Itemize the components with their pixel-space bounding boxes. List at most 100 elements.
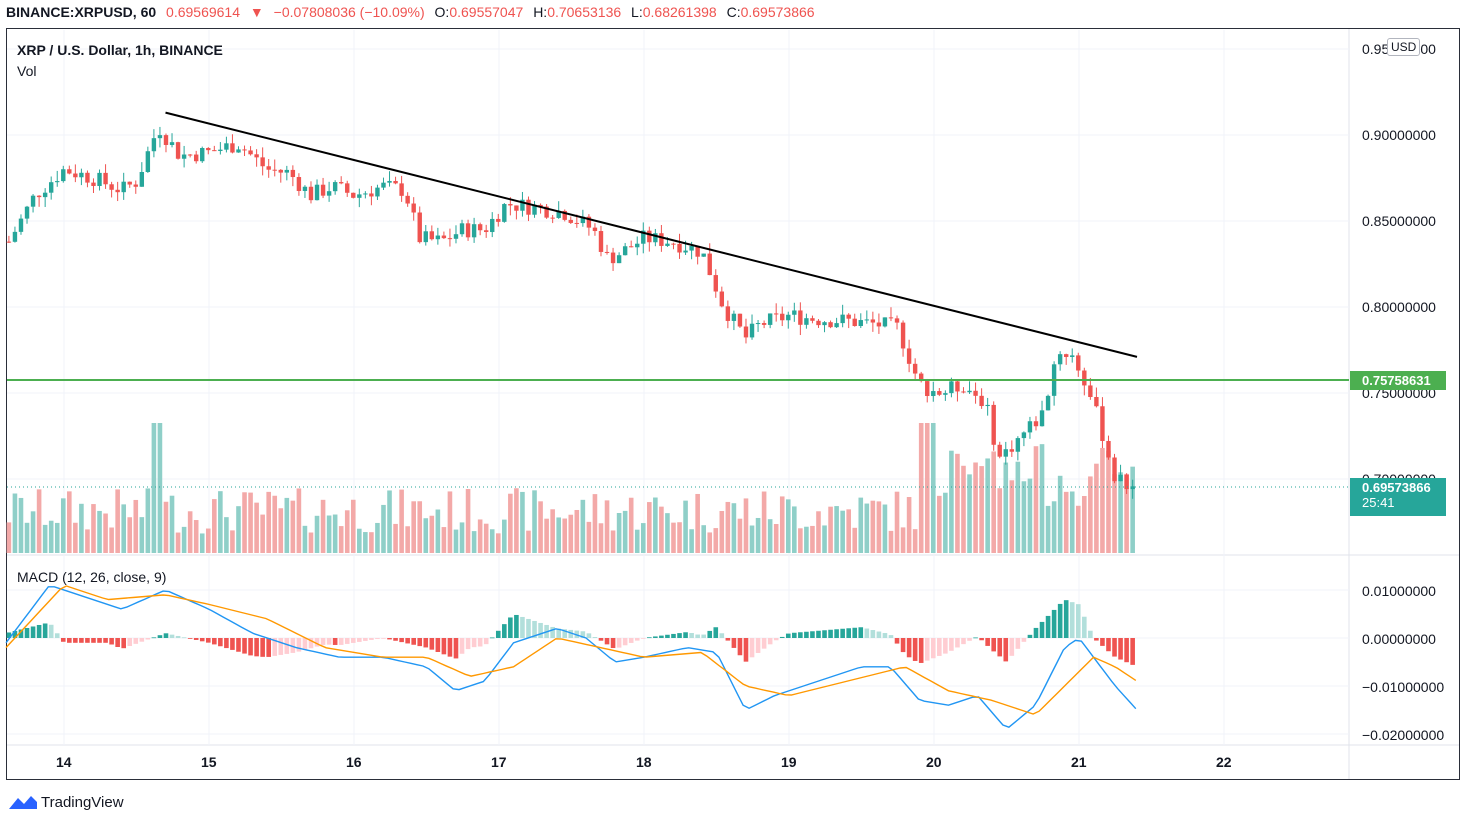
- candle-body: [1082, 370, 1087, 386]
- macd-histogram-bar: [749, 638, 755, 658]
- candle-body: [163, 135, 169, 145]
- candle-body: [949, 381, 954, 394]
- volume-bar: [985, 458, 990, 553]
- macd-histogram-bar: [973, 637, 978, 639]
- candle-body: [931, 391, 936, 397]
- volume-bar: [737, 518, 743, 553]
- currency-button[interactable]: USD: [1387, 38, 1421, 56]
- volume-bar: [1112, 474, 1117, 553]
- candle-body: [308, 186, 314, 201]
- macd-histogram-bar: [924, 638, 930, 661]
- candle-body: [1106, 440, 1111, 458]
- candle-body: [157, 135, 163, 139]
- macd-histogram-bar: [308, 638, 314, 649]
- macd-histogram-bar: [344, 638, 350, 644]
- macd-histogram-bar: [103, 638, 108, 643]
- volume-bar: [634, 529, 640, 553]
- candle-body: [622, 246, 628, 256]
- volume-bar: [67, 491, 72, 553]
- candle-body: [1033, 421, 1039, 427]
- volume-bar: [242, 492, 247, 553]
- candle-body: [755, 323, 761, 325]
- macd-histogram-bar: [743, 638, 749, 662]
- candle-body: [689, 245, 694, 251]
- chart-frame[interactable]: [6, 28, 1460, 780]
- candle-body: [780, 313, 785, 321]
- candle-body: [435, 235, 441, 240]
- candle-body: [713, 275, 718, 292]
- volume-bar: [967, 474, 972, 553]
- macd-histogram-bar: [1130, 638, 1135, 665]
- volume-bar: [85, 529, 90, 553]
- volume-bar: [918, 423, 924, 553]
- volume-bar: [435, 509, 441, 553]
- volume-bar: [973, 462, 978, 553]
- volume-legend[interactable]: Vol: [17, 63, 37, 79]
- chart-title[interactable]: XRP / U.S. Dollar, 1h, BINANCE: [17, 42, 223, 58]
- volume-bar: [1106, 450, 1111, 553]
- volume-bar: [701, 525, 706, 553]
- volume-bar: [894, 491, 900, 553]
- volume-bar: [852, 527, 858, 553]
- volume-bar: [381, 504, 386, 553]
- macd-histogram-bar: [876, 631, 882, 638]
- volume-bar: [779, 496, 785, 553]
- candle-body: [822, 322, 827, 326]
- symbol-label[interactable]: BINANCE:XRPUSD, 60: [6, 4, 157, 20]
- macd-histogram-bar: [181, 637, 187, 639]
- macd-histogram-bar: [779, 636, 785, 638]
- volume-bar: [677, 522, 682, 553]
- macd-histogram-bar: [822, 630, 827, 638]
- volume-bar: [1063, 491, 1069, 553]
- macd-histogram-bar: [918, 638, 924, 663]
- brand-label: TradingView: [41, 793, 124, 811]
- macd-histogram-bar: [60, 638, 66, 642]
- volume-bar: [689, 529, 694, 553]
- volume-bar: [248, 492, 253, 553]
- candle-body: [230, 143, 235, 153]
- macd-histogram-bar: [236, 638, 241, 652]
- last-price-tag-value: 0.69573866: [1362, 480, 1431, 495]
- volume-bar: [453, 529, 459, 553]
- volume-bar: [254, 502, 259, 553]
- volume-bar: [199, 533, 205, 553]
- macd-histogram-bar: [73, 638, 78, 643]
- macd-histogram-bar: [550, 626, 555, 638]
- volume-bar: [218, 491, 223, 553]
- volume-bar: [761, 491, 767, 553]
- volume-bar: [284, 497, 290, 553]
- macd-histogram-bar: [187, 638, 193, 639]
- macd-histogram-bar: [115, 638, 120, 647]
- volume-bar: [42, 524, 48, 553]
- volume-bar: [520, 491, 525, 553]
- volume-bar: [417, 501, 423, 553]
- volume-bar: [514, 488, 519, 553]
- candle-body: [465, 223, 471, 238]
- candle-body: [224, 143, 229, 150]
- candle-body: [30, 195, 36, 207]
- volume-bar: [906, 497, 912, 553]
- candle-body: [18, 218, 24, 232]
- volume-bar: [719, 510, 725, 553]
- macd-histogram-bar: [707, 630, 713, 638]
- macd-histogram-bar: [54, 633, 60, 638]
- macd-histogram-bar: [290, 638, 296, 653]
- candle-body: [345, 183, 350, 193]
- macd-histogram-bar: [568, 629, 574, 638]
- candle-body: [48, 182, 54, 193]
- macd-legend[interactable]: MACD (12, 26, close, 9): [17, 569, 167, 585]
- volume-bar: [991, 451, 996, 553]
- tradingview-brand[interactable]: TradingView: [8, 793, 124, 811]
- macd-histogram-bar: [477, 638, 483, 647]
- macd-histogram-bar: [489, 637, 495, 639]
- candle-body: [749, 323, 755, 338]
- volume-bar: [767, 519, 773, 553]
- macd-histogram-bar: [532, 620, 537, 638]
- volume-bar: [604, 500, 610, 553]
- volume-bar: [350, 499, 356, 553]
- candle-body: [369, 193, 374, 197]
- candle-body: [943, 393, 948, 395]
- macd-histogram-bar: [604, 638, 610, 645]
- candle-body: [544, 206, 549, 218]
